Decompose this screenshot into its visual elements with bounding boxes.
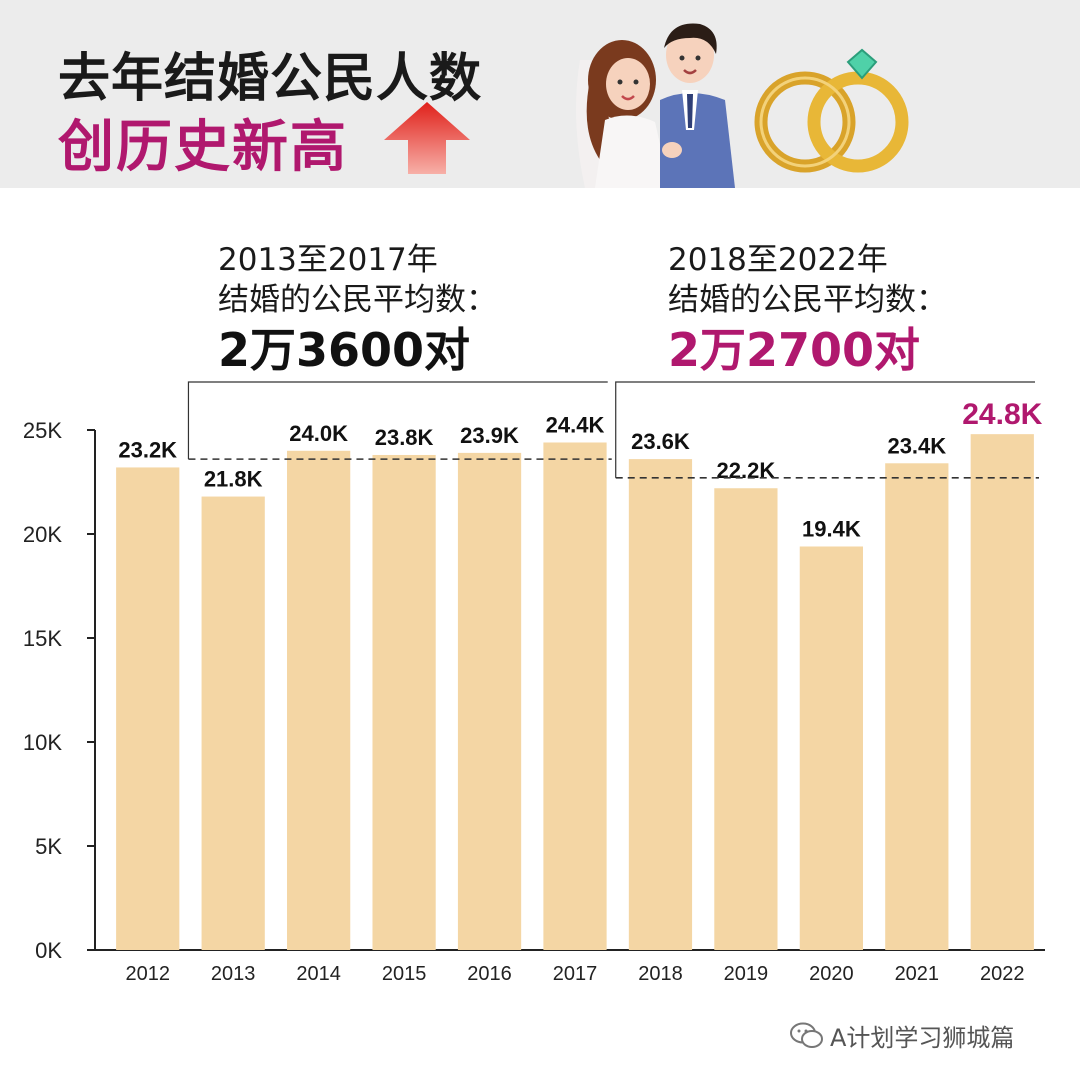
bar [628,459,693,950]
average-period: 2013至2017年 [218,242,438,278]
bar [457,452,522,950]
wedding-rings-icon [754,48,909,173]
y-tick-label: 15K [23,626,62,651]
x-tick-label: 2015 [382,963,427,985]
y-tick-label: 25K [23,418,62,443]
average-2018-2022: 2018至2022年 结婚的公民平均数： 2万2700对 [668,240,947,380]
bar [543,442,607,950]
bar [714,488,778,950]
wedding-couple-illustration [576,23,735,188]
bar-value-label: 24.8K [962,398,1042,431]
x-tick-label: 2019 [724,963,769,985]
x-tick-label: 2016 [467,963,512,985]
wechat-icon [790,1022,823,1048]
bar-value-label: 23.8K [375,425,434,450]
y-tick-label: 20K [23,522,62,547]
average-caption: 结婚的公民平均数： [668,282,947,318]
watermark: A计划学习狮城篇 [790,1018,1014,1053]
bar-value-label: 21.8K [204,467,263,492]
x-tick-label: 2017 [553,963,598,985]
bar [201,496,265,950]
bar [799,546,863,950]
average-bracket [615,381,1035,478]
average-period: 2018至2022年 [668,242,888,278]
bar-value-label: 22.2K [717,458,776,483]
x-tick-label: 2020 [809,963,854,985]
up-arrow-icon [384,102,470,174]
bar [885,463,949,950]
bar-value-label: 23.4K [887,433,946,458]
bar-value-label: 23.9K [460,423,519,448]
bar [372,454,436,950]
x-tick-label: 2021 [895,963,940,985]
bar-value-label: 23.6K [631,429,690,454]
average-2013-2017: 2013至2017年 结婚的公民平均数： 2万3600对 [218,240,497,380]
bar [116,467,180,950]
average-bracket [187,381,608,460]
bar-chart: 0K 5K 10K 15K 20K 25K 23.2K 2012 21.8K 2013 24.0K 2… [23,381,1045,985]
average-value: 2万3600对 [218,323,471,377]
watermark-text: A计划学习狮城篇 [830,1024,1015,1052]
bar [287,450,351,950]
title-line-2: 创历史新高 [58,115,348,180]
header-banner: 去年结婚公民人数 创历史新高 [0,0,1080,188]
x-tick-label: 2018 [638,963,683,985]
x-tick-label: 2022 [980,963,1025,985]
bar-value-label: 19.4K [802,516,861,541]
bar-value-label: 24.0K [289,421,348,446]
average-value: 2万2700对 [668,323,921,377]
x-tick-label: 2013 [211,963,256,985]
x-tick-label: 2014 [296,963,341,985]
x-tick-label: 2012 [125,963,170,985]
y-tick-label: 10K [23,730,62,755]
title-line-1: 去年结婚公民人数 [58,49,483,109]
y-tick-label: 5K [35,834,62,859]
bar-value-label: 24.4K [546,412,605,437]
bar-value-label: 23.2K [118,437,177,462]
bar [970,434,1034,950]
average-caption: 结婚的公民平均数： [218,282,497,318]
y-tick-label: 0K [35,938,62,963]
